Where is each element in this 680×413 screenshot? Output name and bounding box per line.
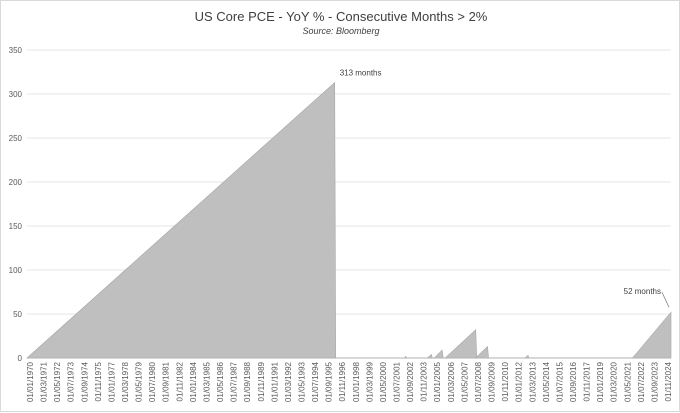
x-tick-label: 01/03/2006: [447, 361, 456, 402]
x-tick-label: 01/07/2008: [474, 361, 483, 402]
x-tick-label: 01/05/2014: [542, 361, 551, 402]
x-tick-label: 01/11/1996: [338, 361, 347, 401]
x-tick-label: 01/11/1989: [257, 361, 266, 401]
y-tick-label: 350: [9, 46, 23, 55]
x-tick-label: 01/09/2016: [569, 361, 578, 402]
x-tick-label: 01/05/2007: [460, 361, 469, 402]
x-tick-label: 01/07/2022: [637, 361, 646, 402]
x-tick-label: 01/03/1999: [365, 361, 374, 402]
x-tick-label: 01/01/2012: [515, 361, 524, 402]
x-tick-label: 01/03/1985: [202, 361, 211, 402]
x-tick-label: 01/05/1993: [297, 361, 306, 402]
x-tick-label: 01/11/2017: [583, 361, 592, 401]
area-series: [26, 81, 672, 359]
chart-title: US Core PCE - YoY % - Consecutive Months…: [194, 9, 488, 24]
x-tick-label: 01/03/2013: [528, 361, 537, 402]
x-tick-label: 01/07/2015: [555, 361, 564, 402]
x-tick-label: 01/09/2009: [488, 361, 497, 402]
x-tick-label: 01/01/1970: [26, 361, 35, 402]
y-tick-label: 300: [9, 90, 23, 99]
annotation-52-months: 52 months: [624, 287, 661, 296]
x-tick-label: 01/07/2001: [393, 361, 402, 402]
x-tick-label: 01/09/1988: [243, 361, 252, 402]
x-tick-label: 01/05/1979: [135, 361, 144, 402]
x-tick-label: 01/03/1978: [121, 361, 130, 402]
annotation-313-months: 313 months: [340, 69, 382, 78]
x-tick-label: 01/09/1995: [325, 361, 334, 402]
x-tick-label: 01/11/1975: [94, 361, 103, 401]
x-tick-label: 01/05/2000: [379, 361, 388, 402]
x-tick-label: 01/09/2023: [650, 361, 659, 402]
y-tick-label: 200: [9, 178, 23, 187]
x-tick-label: 01/05/1972: [53, 361, 62, 402]
x-tick-label: 01/11/1982: [175, 361, 184, 401]
y-tick-label: 250: [9, 134, 23, 143]
x-tick-label: 01/09/1981: [162, 361, 171, 402]
x-tick-label: 01/07/1987: [230, 361, 239, 402]
x-tick-label: 01/01/1991: [270, 361, 279, 402]
x-tick-label: 01/05/1986: [216, 361, 225, 402]
x-tick-label: 01/01/2019: [596, 361, 605, 402]
y-tick-label: 0: [18, 354, 23, 363]
x-tick-label: 01/09/1974: [80, 361, 89, 402]
chart-subtitle: Source: Bloomberg: [302, 26, 380, 36]
y-tick-label: 50: [13, 310, 22, 319]
x-tick-label: 01/01/1998: [352, 361, 361, 402]
x-tick-label: 01/01/1977: [107, 361, 116, 402]
y-tick-label: 150: [9, 222, 23, 231]
annotation-leader-line: [661, 292, 670, 308]
x-tick-label: 01/11/2003: [420, 361, 429, 401]
x-tick-label: 01/07/1994: [311, 361, 320, 402]
x-tick-label: 01/11/2010: [501, 361, 510, 401]
x-tick-label: 01/07/1980: [148, 361, 157, 402]
x-tick-label: 01/05/2021: [623, 361, 632, 402]
x-tick-label: 01/01/2005: [433, 361, 442, 402]
y-tick-label: 100: [9, 266, 23, 275]
x-tick-label: 01/09/2002: [406, 361, 415, 402]
x-tick-label: 01/07/1973: [67, 361, 76, 402]
x-tick-label: 01/03/1992: [284, 361, 293, 402]
x-tick-label: 01/01/1984: [189, 361, 198, 402]
x-tick-label: 01/03/2020: [610, 361, 619, 402]
x-tick-label: 01/11/2024: [664, 361, 673, 401]
x-tick-label: 01/03/1971: [40, 361, 49, 402]
